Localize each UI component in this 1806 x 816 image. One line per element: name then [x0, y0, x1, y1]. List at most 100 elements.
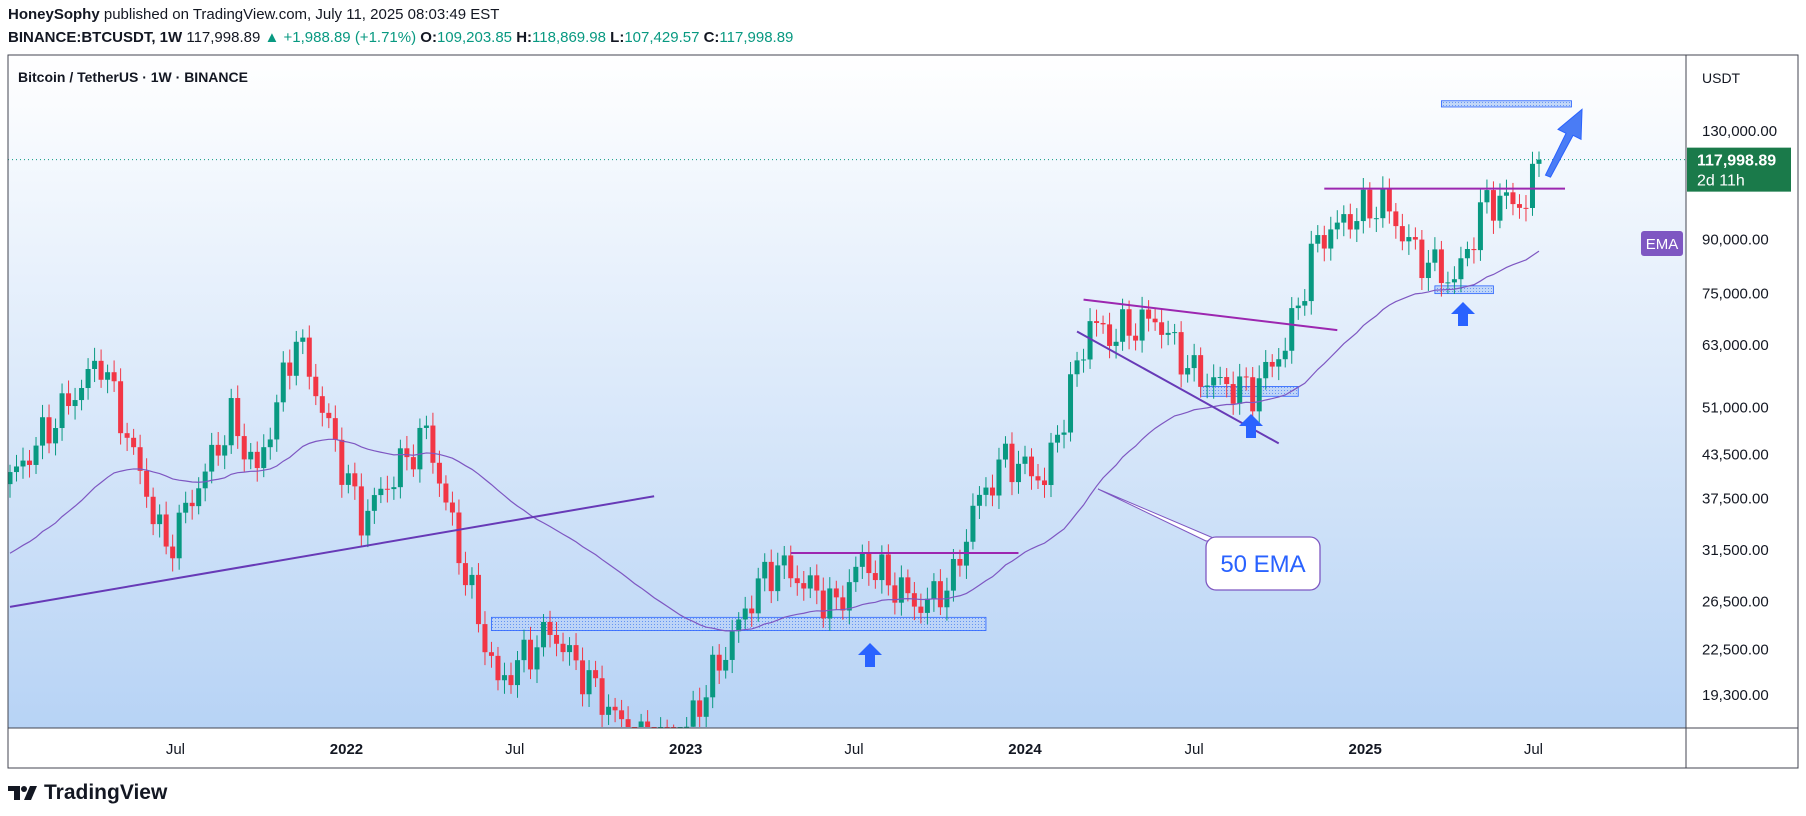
- price-tick-label: 43,500.00: [1702, 447, 1769, 464]
- candle-body: [469, 574, 475, 586]
- candle-body: [501, 675, 507, 681]
- candle-body: [872, 573, 878, 581]
- candle-body: [1393, 211, 1399, 227]
- candle-body: [1438, 249, 1444, 284]
- candle-body: [924, 598, 930, 613]
- candle-body: [794, 578, 800, 584]
- candle-body: [996, 459, 1002, 496]
- time-tick-label: Jul: [166, 741, 185, 758]
- candle-body: [1464, 249, 1470, 259]
- candle-body: [931, 581, 937, 599]
- candle-body: [1237, 376, 1243, 404]
- chart-legend-title: Bitcoin / TetherUS · 1W · BINANCE: [18, 69, 248, 85]
- candle-body: [183, 502, 189, 513]
- candle-body: [866, 553, 872, 574]
- candle-body: [53, 428, 59, 444]
- candle-body: [807, 575, 813, 589]
- candle-body: [319, 396, 325, 413]
- candle-body: [1412, 237, 1418, 240]
- up-arrow-2023: [858, 643, 882, 667]
- candle-body: [1042, 480, 1048, 486]
- low-label: L:: [610, 29, 625, 46]
- candle-body: [950, 558, 956, 591]
- callout-box: [1205, 536, 1321, 591]
- candle-body: [1445, 282, 1451, 284]
- candle-body: [567, 645, 573, 653]
- candle-body: [339, 439, 345, 485]
- candle-body: [833, 588, 839, 598]
- candle-body: [105, 372, 111, 380]
- candle-body: [554, 634, 560, 644]
- candle-body: [1503, 192, 1509, 196]
- candle-body: [1178, 332, 1184, 375]
- candle-body: [98, 360, 104, 380]
- projection-arrow: [1544, 108, 1583, 178]
- candle-body: [157, 514, 163, 525]
- candle-body: [1061, 432, 1067, 435]
- candle-body: [957, 558, 963, 566]
- candle-body: [1497, 195, 1503, 221]
- candle-body: [384, 488, 390, 490]
- candle-body: [521, 639, 527, 661]
- candle-body: [560, 643, 566, 653]
- candle-body: [287, 362, 293, 376]
- close-value: 117,998.89: [719, 29, 794, 46]
- candle-body: [1341, 214, 1347, 223]
- long-trendline: [9, 495, 655, 608]
- candle-body: [1432, 249, 1438, 263]
- candle-body: [1074, 360, 1080, 375]
- candle-body: [1490, 190, 1496, 221]
- candle-body: [1081, 359, 1087, 361]
- candle-body: [879, 554, 885, 581]
- candle-body: [736, 619, 742, 632]
- candle-body: [332, 418, 338, 440]
- candle-body: [1263, 361, 1269, 379]
- candle-body: [488, 652, 494, 656]
- candle-body: [1068, 374, 1074, 433]
- candle-body: [1354, 221, 1360, 230]
- candle-body: [528, 639, 534, 670]
- candle-body: [1113, 341, 1119, 346]
- tradingview-logo: TradingView: [8, 781, 167, 805]
- candle-body: [313, 376, 319, 397]
- candle-body: [170, 546, 176, 559]
- candle-body: [1510, 192, 1516, 205]
- low-value: 107,429.57: [624, 29, 700, 46]
- candle-body: [1107, 324, 1113, 346]
- candle-body: [144, 470, 150, 497]
- candle-body: [1191, 355, 1197, 369]
- candle-body: [638, 721, 644, 727]
- target-zone: [1440, 100, 1572, 108]
- time-tick-label: 2024: [1008, 741, 1042, 758]
- candle-body: [612, 706, 618, 711]
- price-tick-label: 26,500.00: [1702, 593, 1769, 610]
- candle-body: [599, 678, 605, 715]
- candle-body: [137, 447, 143, 471]
- candle-body: [885, 554, 891, 586]
- candle-body: [189, 502, 195, 507]
- candle-body: [1035, 476, 1041, 481]
- candle-body: [970, 505, 976, 542]
- candle-body: [27, 460, 33, 465]
- candle-body: [72, 400, 78, 407]
- price-tick-label: 31,500.00: [1702, 542, 1769, 559]
- candle-body: [14, 466, 20, 473]
- candle-body: [1347, 214, 1353, 230]
- candle-body: [1243, 376, 1249, 378]
- candle-body: [59, 393, 65, 429]
- candle-body: [697, 700, 703, 717]
- candle-body: [1477, 202, 1483, 251]
- candle-body: [827, 588, 833, 619]
- high-value: 118,869.98: [532, 29, 606, 46]
- chart-frame: [7, 54, 1799, 769]
- candle-body: [248, 451, 254, 460]
- price-tick-label: 37,500.00: [1702, 491, 1769, 508]
- candle-body: [768, 561, 774, 592]
- candle-body: [1282, 350, 1288, 360]
- author-name: HoneySophy: [8, 6, 100, 23]
- candle-body: [1165, 332, 1171, 335]
- time-axis-background: [8, 728, 1798, 768]
- candle-body: [1100, 322, 1106, 325]
- candle-body: [1172, 332, 1178, 334]
